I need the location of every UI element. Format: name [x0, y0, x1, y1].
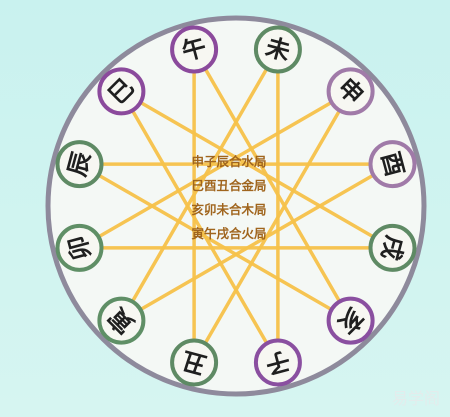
star-line [119, 47, 280, 323]
branch-node-circle [253, 338, 302, 387]
branch-node-circle [368, 223, 417, 272]
branch-node-circle [170, 25, 219, 74]
branch-node: 子 [253, 338, 302, 387]
branch-node-circle [253, 25, 302, 74]
branch-node-circle [170, 338, 219, 387]
center-line-2: 巳酉丑合金局 [191, 178, 266, 193]
branch-node-circle [326, 67, 375, 116]
center-text-block: 申子辰合水局 巳酉丑合金局 亥卯未合木局 寅午戌合火局 [191, 154, 266, 241]
center-line-4: 寅午戌合火局 [191, 226, 266, 241]
branch-node: 卯 [55, 223, 104, 272]
branch-node-circle [368, 140, 417, 189]
watermark: 易学阁 [392, 389, 440, 408]
center-line-1: 申子辰合水局 [191, 154, 266, 169]
branch-node: 辰 [55, 140, 104, 189]
branch-node: 戌 [368, 223, 417, 272]
branch-node: 午 [170, 25, 219, 74]
outer-ring [45, 15, 427, 397]
star-lines [77, 47, 395, 365]
branch-nodes: 午未申酉戌亥子丑寅卯辰巳 [55, 25, 417, 387]
star-line [77, 89, 353, 250]
center-line-3: 亥卯未合木局 [191, 202, 266, 217]
branch-node-circle [97, 67, 146, 116]
star-line [119, 162, 395, 323]
branch-node: 寅 [97, 296, 146, 345]
branch-node: 未 [253, 25, 302, 74]
star-line [192, 47, 353, 323]
branch-node: 申 [326, 67, 375, 116]
star-line [192, 89, 353, 365]
branch-node-circle [55, 223, 104, 272]
branch-node: 亥 [326, 296, 375, 345]
branch-node: 酉 [368, 140, 417, 189]
branch-node-circle [326, 296, 375, 345]
star-line [119, 89, 280, 365]
branch-node-circle [97, 296, 146, 345]
star-line [77, 162, 353, 323]
branch-node-circle [55, 140, 104, 189]
star-line [119, 89, 395, 250]
branch-node: 丑 [170, 338, 219, 387]
branch-node: 巳 [97, 67, 146, 116]
